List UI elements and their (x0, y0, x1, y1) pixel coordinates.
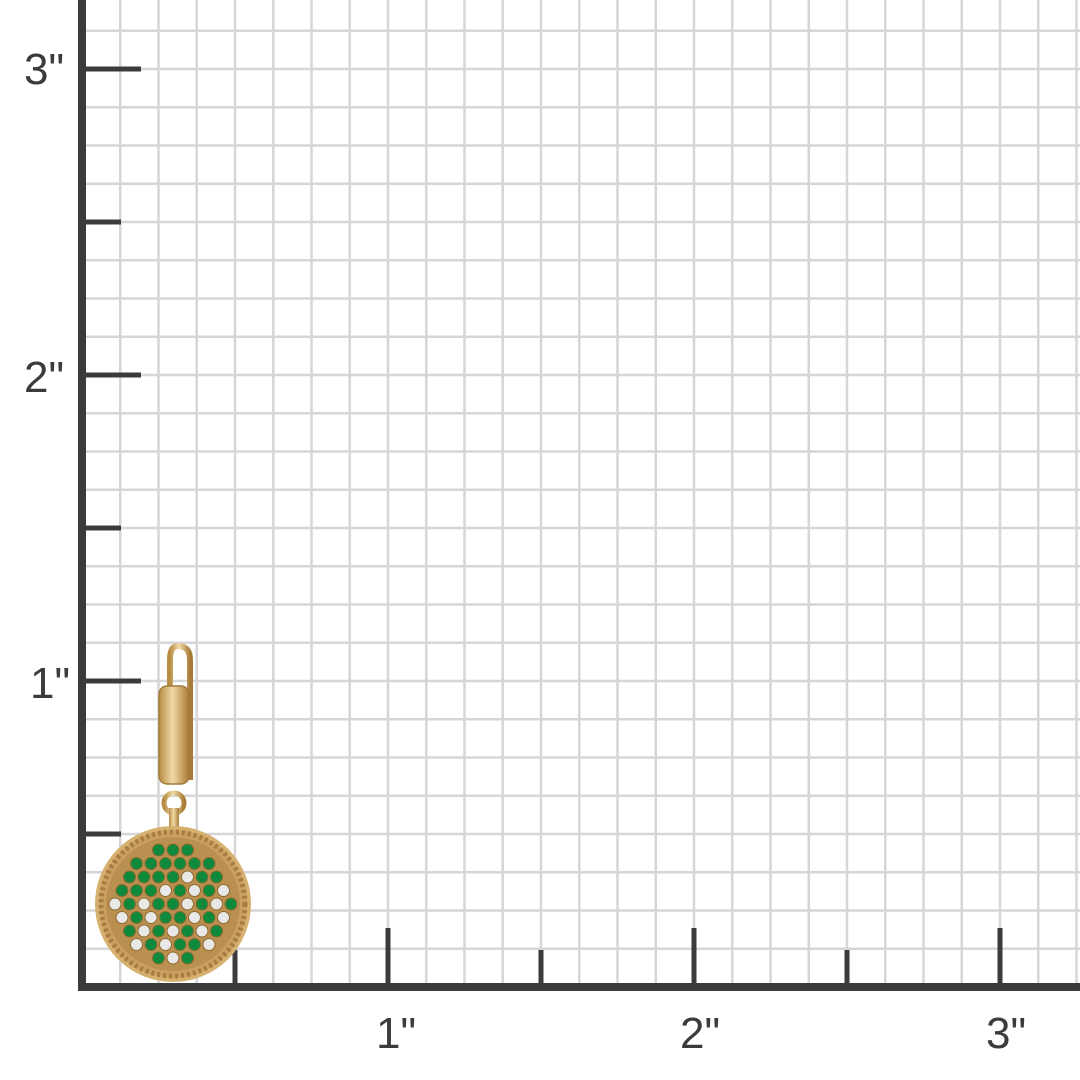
emerald-stone (166, 870, 180, 884)
emerald-stone (152, 924, 165, 938)
emerald-stone (130, 911, 143, 924)
emerald-stone (152, 951, 165, 965)
hoop-front (158, 685, 190, 785)
y-label-2: 2" (24, 353, 65, 402)
x-label-1: 1" (376, 1009, 417, 1058)
emerald-stone (195, 870, 209, 884)
emerald-stone (123, 870, 136, 884)
emerald-stone (144, 884, 158, 897)
emerald-stone (173, 938, 187, 951)
diamond-stone (137, 924, 151, 938)
diamond-stone (188, 884, 201, 897)
emerald-stone (195, 897, 209, 911)
emerald-stone (123, 924, 136, 938)
diamond-stone (181, 897, 194, 911)
diamond-stone (108, 897, 122, 911)
emerald-stone (152, 870, 165, 884)
x-label-3: 3" (986, 1009, 1027, 1058)
emerald-stone (159, 911, 172, 924)
hoop-back (167, 642, 193, 780)
emerald-stone (123, 897, 136, 911)
emerald-stone (152, 897, 165, 911)
diamond-stone (188, 911, 201, 924)
diamond-stone (130, 938, 143, 951)
emerald-stone (115, 884, 129, 897)
emerald-stone (202, 911, 216, 924)
emerald-stone (202, 857, 216, 870)
diamond-stone (159, 884, 172, 897)
diamond-stone (144, 911, 158, 924)
emerald-stone (144, 857, 158, 870)
emerald-stone (130, 884, 143, 897)
diamond-stone (137, 897, 151, 911)
emerald-stone (210, 870, 223, 884)
emerald-stone (224, 897, 238, 911)
diamond-stone (159, 938, 172, 951)
diamond-stone (166, 924, 180, 938)
y-label-1: 1" (30, 659, 71, 708)
diamond-stone (181, 870, 194, 884)
diamond-stone (210, 897, 223, 911)
emerald-stone (173, 884, 187, 897)
emerald-stone (181, 843, 194, 857)
rope-border (98, 829, 248, 979)
emerald-stone (210, 924, 223, 938)
emerald-stone (188, 857, 201, 870)
emerald-stone (137, 870, 151, 884)
diamond-stone (166, 951, 180, 965)
x-label-2: 2" (680, 1009, 721, 1058)
diamond-stone (217, 884, 230, 897)
diamond-stone (195, 924, 209, 938)
emerald-stone (173, 911, 187, 924)
emerald-stone (202, 884, 216, 897)
emerald-stone (130, 857, 143, 870)
emerald-stone (159, 857, 172, 870)
emerald-stone (188, 938, 201, 951)
emerald-stone (166, 897, 180, 911)
emerald-stone (144, 938, 158, 951)
diamond-stone (217, 911, 230, 924)
diamond-stone (115, 911, 129, 924)
emerald-stone (166, 843, 180, 857)
bail (169, 808, 179, 832)
emerald-stone (173, 857, 187, 870)
emerald-stone (152, 843, 165, 857)
emerald-stone (181, 924, 194, 938)
y-label-3: 3" (24, 45, 65, 94)
emerald-stone (181, 951, 194, 965)
diamond-stone (202, 938, 216, 951)
